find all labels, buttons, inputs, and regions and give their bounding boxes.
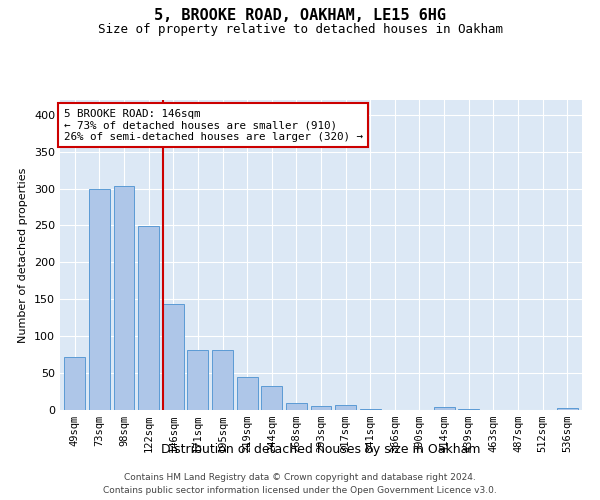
Bar [311, 406, 331, 410]
Bar [236, 377, 257, 410]
Text: Contains HM Land Registry data © Crown copyright and database right 2024.: Contains HM Land Registry data © Crown c… [124, 472, 476, 482]
Text: Distribution of detached houses by size in Oakham: Distribution of detached houses by size … [161, 442, 481, 456]
Bar [261, 386, 282, 410]
Bar [557, 408, 578, 410]
Bar [360, 408, 381, 410]
Bar [64, 357, 85, 410]
Text: 5 BROOKE ROAD: 146sqm
← 73% of detached houses are smaller (910)
26% of semi-det: 5 BROOKE ROAD: 146sqm ← 73% of detached … [64, 109, 362, 142]
Text: Size of property relative to detached houses in Oakham: Size of property relative to detached ho… [97, 22, 503, 36]
Bar [286, 402, 307, 410]
Y-axis label: Number of detached properties: Number of detached properties [19, 168, 28, 342]
Bar [434, 407, 455, 410]
Bar [212, 350, 233, 410]
Text: 5, BROOKE ROAD, OAKHAM, LE15 6HG: 5, BROOKE ROAD, OAKHAM, LE15 6HG [154, 8, 446, 22]
Bar [113, 186, 134, 410]
Text: Contains public sector information licensed under the Open Government Licence v3: Contains public sector information licen… [103, 486, 497, 495]
Bar [163, 304, 184, 410]
Bar [138, 226, 159, 410]
Bar [187, 350, 208, 410]
Bar [89, 190, 110, 410]
Bar [335, 405, 356, 410]
